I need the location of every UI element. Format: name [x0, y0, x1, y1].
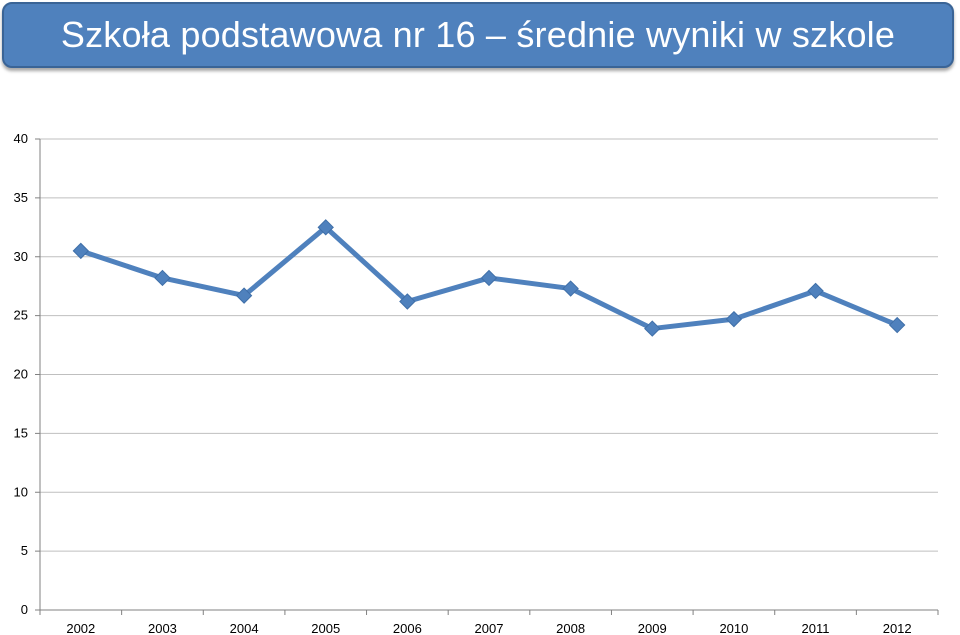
x-tick-label: 2005 — [311, 621, 340, 635]
data-point-marker — [154, 269, 171, 287]
y-tick-label: 20 — [14, 367, 28, 382]
x-tick-label: 2007 — [475, 621, 504, 635]
data-point-marker — [888, 316, 906, 334]
x-tick-label: 2006 — [393, 621, 422, 635]
x-tick-label: 2011 — [802, 621, 830, 635]
y-tick-label: 0 — [21, 602, 28, 617]
y-tick-label: 15 — [14, 425, 28, 440]
data-point-marker — [72, 242, 90, 260]
y-tick-label: 40 — [14, 131, 28, 146]
x-tick-label: 2009 — [638, 621, 667, 635]
y-tick-label: 35 — [14, 190, 28, 205]
y-tick-label: 25 — [14, 308, 28, 323]
x-tick-label: 2004 — [230, 621, 259, 635]
x-tick-label: 2008 — [556, 621, 585, 635]
x-tick-label: 2012 — [883, 621, 912, 635]
y-tick-label: 5 — [21, 543, 28, 558]
y-tick-label: 30 — [14, 249, 28, 264]
title-banner: Szkoła podstawowa nr 16 – średnie wyniki… — [2, 2, 954, 68]
y-tick-label: 10 — [14, 484, 28, 499]
data-point-marker — [480, 269, 498, 287]
data-point-marker — [399, 293, 416, 310]
x-tick-label: 2010 — [719, 621, 748, 635]
data-point-marker — [562, 280, 579, 297]
data-point-marker — [725, 310, 743, 328]
x-tick-label: 2003 — [148, 621, 177, 635]
data-point-marker — [317, 219, 334, 236]
x-tick-label: 2002 — [66, 621, 95, 635]
data-point-marker — [807, 282, 824, 300]
chart-title: Szkoła podstawowa nr 16 – średnie wyniki… — [60, 14, 896, 55]
data-point-marker — [644, 320, 661, 337]
data-point-marker — [235, 287, 253, 304]
